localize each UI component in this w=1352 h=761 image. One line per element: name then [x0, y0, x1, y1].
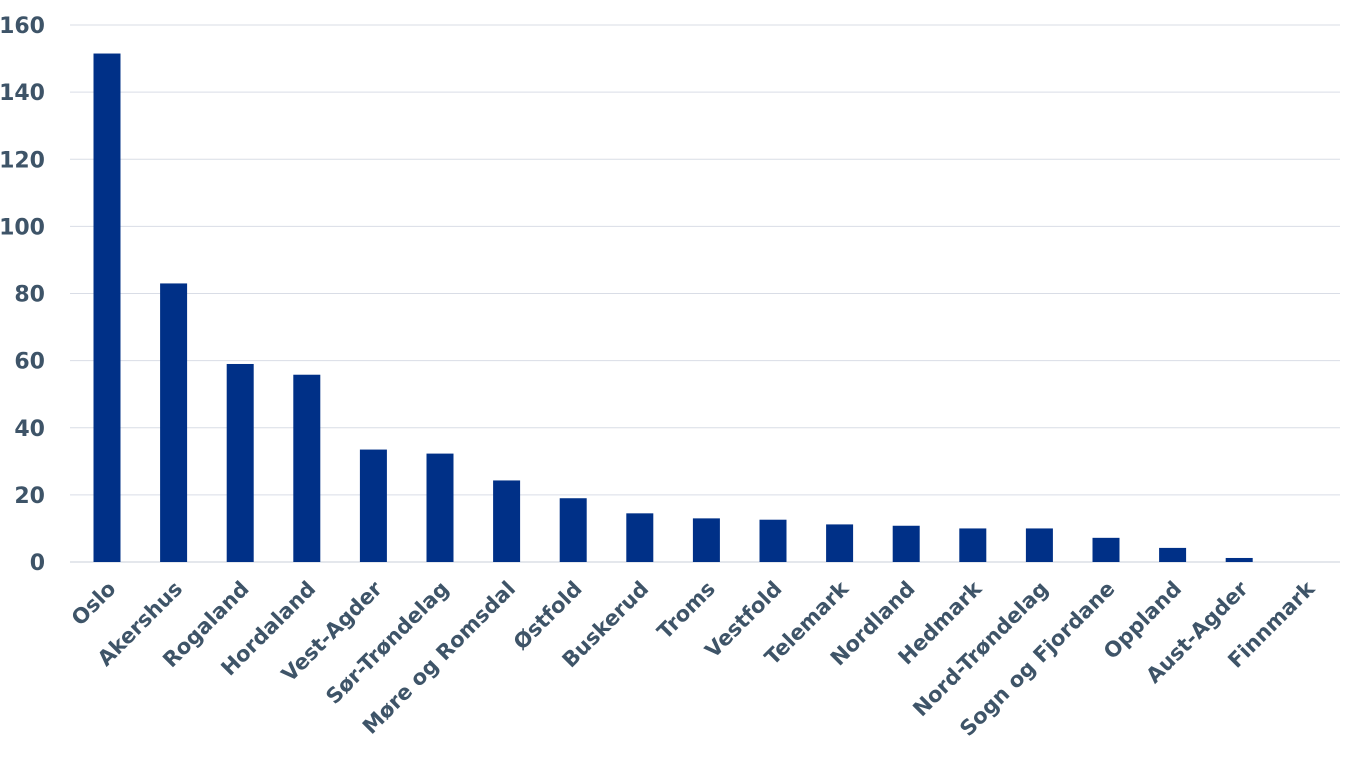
y-tick-label: 160 [0, 14, 45, 39]
bar-oppland [1159, 547, 1187, 562]
y-tick-label: 100 [0, 215, 45, 240]
y-tick-label: 80 [14, 283, 45, 308]
y-tick-label: 120 [0, 148, 45, 173]
bar-m-re-og-romsdal [493, 480, 521, 562]
bar-rogaland [226, 363, 254, 562]
y-tick-label: 40 [14, 417, 45, 442]
x-category-label: Sør-Trøndelag [321, 577, 453, 709]
y-tick-label: 0 [30, 551, 45, 576]
bar-telemark [826, 524, 854, 562]
bar-nordland [892, 525, 920, 562]
bar-vestfold [759, 519, 787, 562]
bar-oslo [93, 53, 121, 562]
bar-nord-tr-ndelag [1025, 528, 1053, 562]
bar-vest-agder [359, 449, 387, 562]
x-category-label: Oslo [67, 577, 121, 631]
x-axis-category-labels: OsloAkershusRogalandHordalandVest-AgderS… [67, 576, 1320, 741]
bar-hordaland [293, 374, 321, 562]
bar-sogn-og-fjordane [1092, 537, 1120, 562]
gridlines [70, 24, 1340, 563]
y-tick-label: 20 [14, 484, 45, 509]
y-tick-label: 60 [14, 350, 45, 375]
bar-akershus [160, 283, 188, 562]
y-tick-label: 140 [0, 81, 45, 106]
bar--stfold [559, 498, 587, 562]
bar-hedmark [959, 528, 987, 562]
bar-buskerud [626, 513, 654, 562]
bars [93, 53, 1253, 562]
x-category-label: Troms [653, 577, 720, 644]
bar-aust-agder [1225, 557, 1253, 562]
bar-troms [692, 518, 720, 562]
y-axis-tick-labels: 0 20 40 60 80 100 120 140 160 [0, 14, 45, 576]
bar-s-r-tr-ndelag [426, 453, 454, 562]
